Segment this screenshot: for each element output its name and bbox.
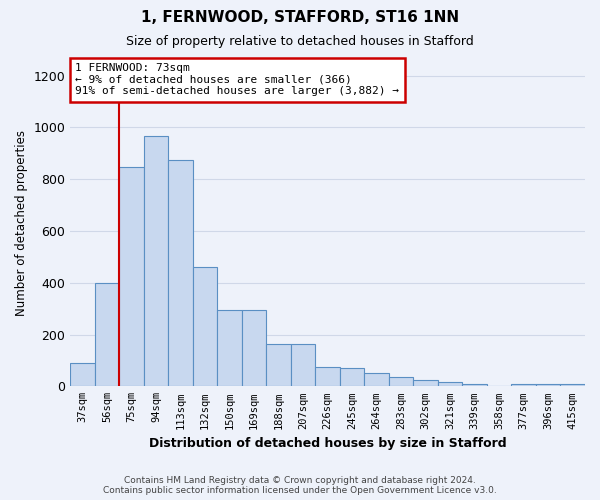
Bar xyxy=(340,368,364,386)
Bar xyxy=(463,384,487,386)
X-axis label: Distribution of detached houses by size in Stafford: Distribution of detached houses by size … xyxy=(149,437,506,450)
Text: 1 FERNWOOD: 73sqm
← 9% of detached houses are smaller (366)
91% of semi-detached: 1 FERNWOOD: 73sqm ← 9% of detached house… xyxy=(76,64,400,96)
Bar xyxy=(193,267,217,386)
Bar xyxy=(119,168,144,386)
Bar xyxy=(511,384,536,386)
Bar xyxy=(144,136,169,386)
Text: Contains HM Land Registry data © Crown copyright and database right 2024.
Contai: Contains HM Land Registry data © Crown c… xyxy=(103,476,497,495)
Bar xyxy=(389,377,413,386)
Bar xyxy=(266,344,291,386)
Bar xyxy=(242,310,266,386)
Bar xyxy=(364,374,389,386)
Bar xyxy=(291,344,316,386)
Text: Size of property relative to detached houses in Stafford: Size of property relative to detached ho… xyxy=(126,35,474,48)
Bar xyxy=(560,384,585,386)
Bar xyxy=(536,384,560,386)
Bar xyxy=(70,363,95,386)
Bar xyxy=(316,367,340,386)
Bar xyxy=(169,160,193,386)
Bar xyxy=(95,282,119,387)
Text: 1, FERNWOOD, STAFFORD, ST16 1NN: 1, FERNWOOD, STAFFORD, ST16 1NN xyxy=(141,10,459,25)
Bar xyxy=(217,310,242,386)
Bar xyxy=(438,382,463,386)
Y-axis label: Number of detached properties: Number of detached properties xyxy=(15,130,28,316)
Bar xyxy=(413,380,438,386)
